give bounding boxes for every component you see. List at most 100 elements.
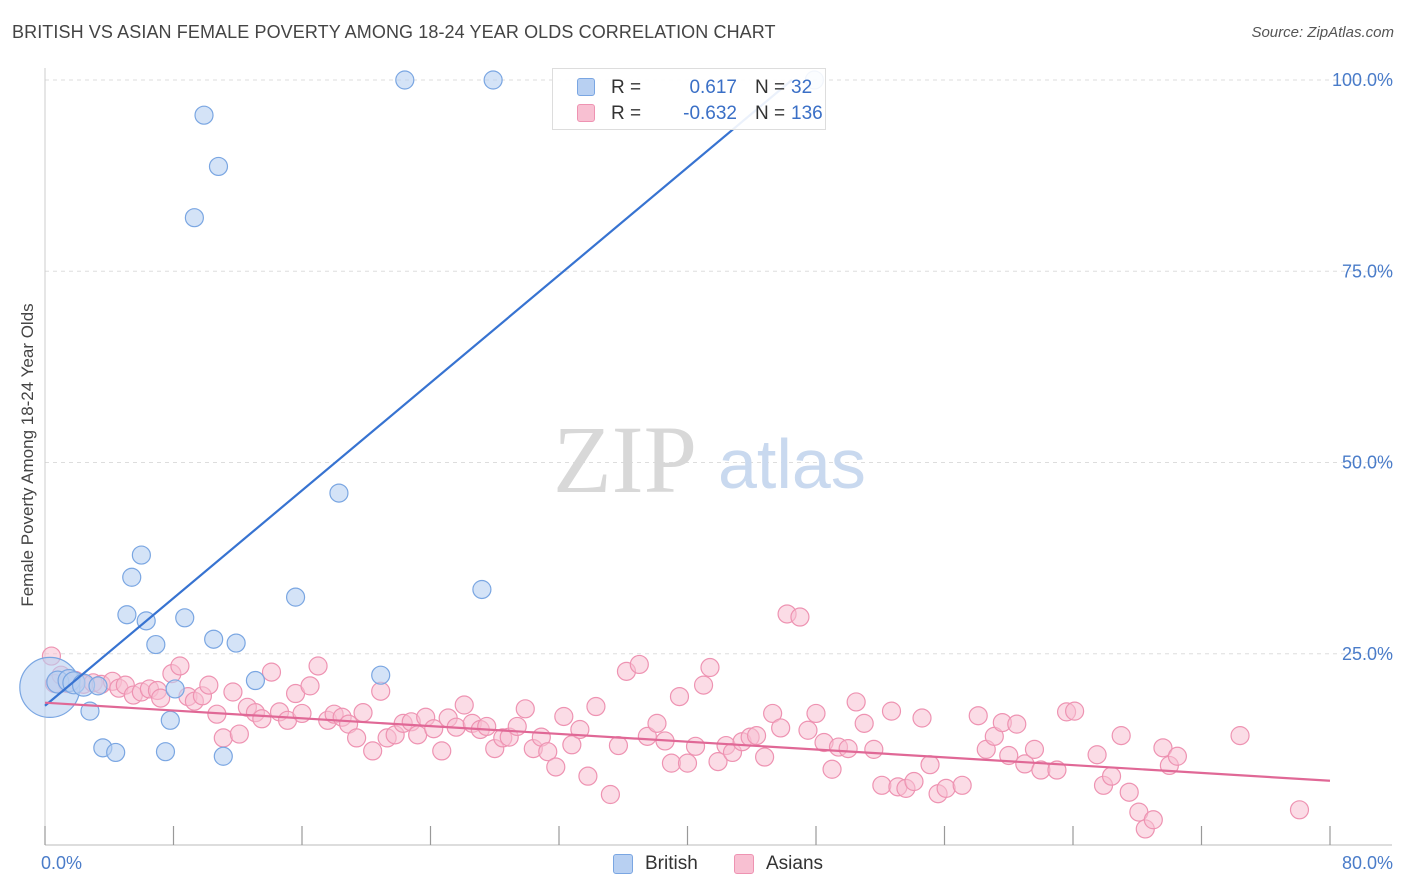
british-point — [208, 156, 229, 177]
asian-point — [904, 771, 924, 792]
r-value: 0.617 — [689, 77, 737, 98]
british-point — [88, 676, 108, 696]
asian-point — [952, 775, 972, 795]
legend-label-british: British — [645, 853, 698, 874]
axis-layer — [44, 68, 1392, 846]
asian-point — [864, 739, 884, 759]
grid-layer — [45, 79, 1392, 655]
n-value: 136 — [791, 103, 823, 124]
asian-point — [669, 686, 690, 707]
asian-point — [700, 657, 720, 678]
british-point — [285, 587, 306, 607]
british-swatch — [577, 78, 595, 96]
british-point — [245, 670, 266, 691]
asian-point — [629, 654, 649, 675]
british-swatch — [613, 854, 633, 874]
asian-point — [261, 662, 282, 682]
asian-point — [1119, 782, 1139, 802]
asian-point — [685, 736, 706, 756]
asian-point — [170, 656, 190, 676]
watermark-atlas: atlas — [718, 425, 866, 503]
asian-point — [608, 735, 629, 756]
asian-point — [968, 706, 988, 726]
chart-title: BRITISH VS ASIAN FEMALE POVERTY AMONG 18… — [12, 22, 776, 42]
asian-point — [300, 676, 320, 696]
asian-point — [746, 726, 767, 746]
british-point — [155, 742, 176, 762]
r-value: -0.632 — [683, 103, 737, 124]
asian-point — [661, 753, 682, 773]
y-tick-label: 25.0% — [1342, 644, 1393, 664]
y-tick-label: 100.0% — [1332, 70, 1393, 90]
asian-point — [353, 703, 373, 723]
asian-point — [1143, 810, 1163, 830]
asian-point — [432, 741, 452, 761]
asian-point — [1153, 738, 1173, 758]
asian-point — [1289, 800, 1310, 820]
asian-points — [41, 604, 1310, 839]
legend-label-asians: Asians — [766, 853, 824, 874]
tick-labels: 25.0% 50.0% 75.0% 100.0% 0.0% 80.0% — [41, 70, 1393, 873]
asian-point — [586, 696, 606, 717]
x-tick-label-min: 0.0% — [41, 853, 82, 873]
asian-point — [554, 706, 574, 727]
asian-point — [213, 728, 233, 748]
watermark: ZIP atlas — [553, 406, 866, 513]
asian-point — [454, 695, 474, 715]
british-point — [194, 105, 214, 125]
asian-point — [515, 699, 535, 719]
asian-point — [771, 718, 791, 738]
asian-point — [363, 741, 383, 761]
asian-point — [1101, 766, 1122, 786]
asian-point — [754, 747, 775, 767]
asian-point — [371, 681, 391, 701]
asian-point — [872, 775, 892, 795]
y-tick-label: 50.0% — [1342, 453, 1393, 473]
asian-point — [763, 703, 783, 724]
asian-point — [1087, 745, 1107, 765]
asian-swatch — [734, 854, 754, 874]
asian-point — [790, 607, 810, 627]
asian-swatch — [577, 104, 595, 122]
asian-point — [546, 757, 566, 777]
british-point — [184, 208, 204, 228]
british-trend-line — [44, 79, 793, 707]
asian-point — [912, 708, 932, 728]
asian-point — [854, 713, 874, 733]
n-key: N = — [755, 103, 786, 124]
british-point — [175, 608, 195, 628]
asian-point — [424, 719, 444, 739]
asian-point — [806, 703, 826, 724]
british-point — [371, 665, 391, 685]
british-point — [213, 746, 233, 766]
british-point — [395, 70, 415, 90]
r-key: R = — [611, 77, 642, 98]
asian-point — [199, 675, 219, 695]
british-point — [106, 742, 126, 763]
asian-point — [881, 701, 902, 721]
asian-point — [846, 692, 866, 712]
british-point — [204, 629, 224, 649]
british-point — [160, 710, 180, 730]
asian-point — [578, 766, 598, 786]
british-point — [472, 579, 492, 600]
british-point — [146, 634, 166, 655]
asian-point — [637, 726, 657, 746]
asian-point — [822, 759, 842, 779]
asian-point — [347, 728, 367, 748]
asian-point — [708, 752, 728, 772]
correlation-legend: R = 0.617 N = 32 R = -0.632 N = 136 — [552, 68, 826, 130]
asian-point — [838, 739, 858, 759]
n-value: 32 — [791, 77, 813, 98]
asian-point — [600, 784, 621, 805]
asian-point — [252, 709, 272, 729]
asian-point — [1167, 746, 1188, 766]
asian-point — [677, 753, 698, 773]
n-key: N = — [755, 77, 786, 98]
british-point — [483, 70, 503, 90]
y-tick-label: 75.0% — [1342, 261, 1393, 281]
asian-point — [936, 778, 956, 798]
asian-point — [229, 724, 249, 744]
british-point — [122, 567, 142, 587]
